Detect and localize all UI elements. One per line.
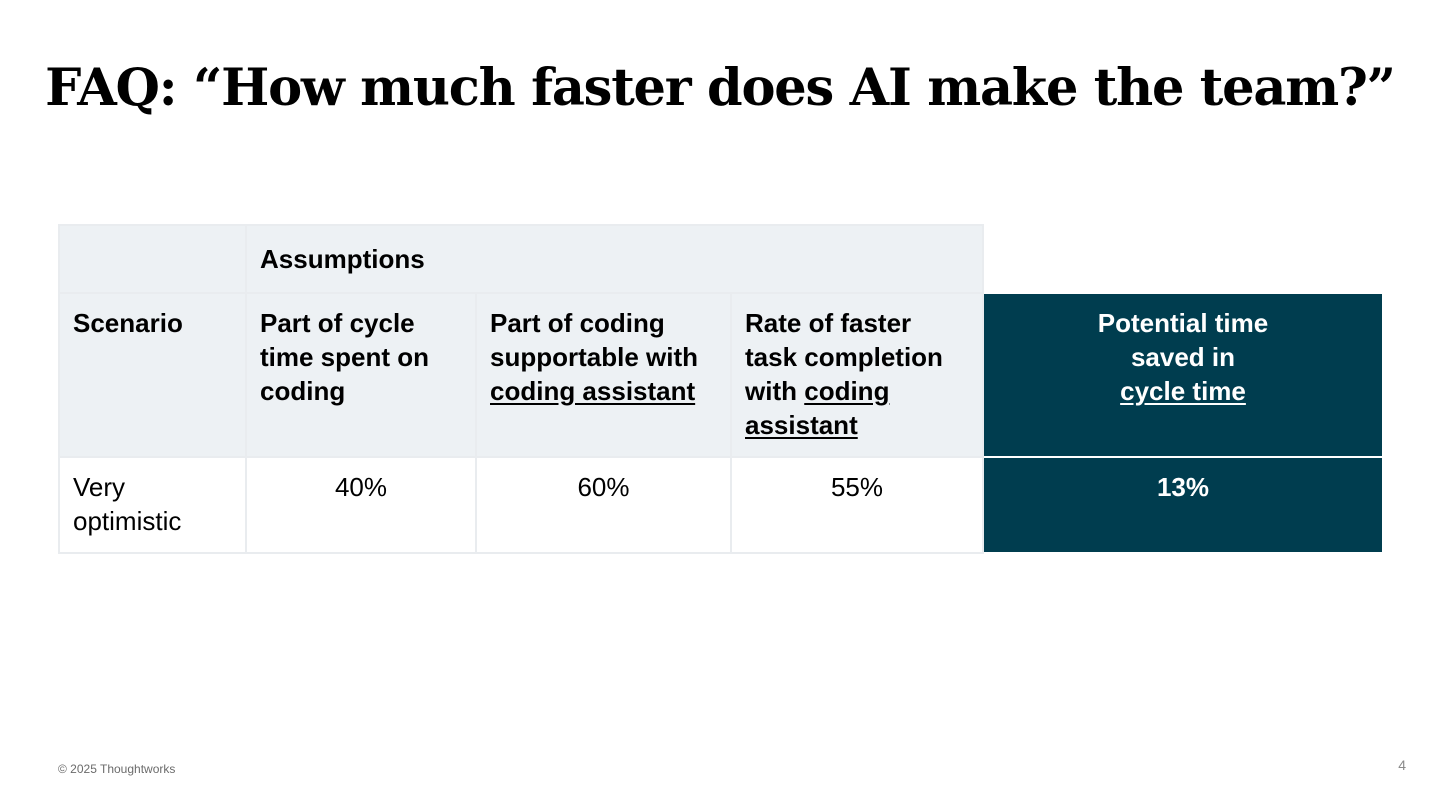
result-header-line-1: Potential time [1097, 308, 1269, 338]
table-group-header-row: Assumptions [58, 224, 1383, 294]
rate-header: Rate of faster task completion with codi… [730, 292, 984, 458]
cycle-time-term: cycle time [1120, 376, 1246, 406]
table-corner-cell [58, 224, 247, 294]
scenario-header: Scenario [58, 292, 247, 458]
result-header: Potential time saved in cycle time [982, 292, 1384, 458]
table-blank-cell [983, 225, 1383, 293]
rate-header-text: Rate of faster task completion with [745, 308, 943, 406]
slide-title: FAQ: “How much faster does AI make the t… [45, 58, 1396, 118]
rate-value: 55% [730, 456, 984, 554]
result-header-line-2: saved in [1130, 342, 1236, 372]
cycle-part-header: Part of cycle time spent on coding [245, 292, 477, 458]
copyright-footer: © 2025 Thoughtworks [58, 762, 176, 776]
coding-part-value: 60% [475, 456, 732, 554]
cycle-part-value: 40% [245, 456, 477, 554]
result-value: 13% [982, 456, 1384, 554]
scenario-value: Very optimistic [58, 456, 247, 554]
table-row: Very optimistic 40% 60% 55% 13% [58, 456, 1384, 554]
table-header-row: Scenario Part of cycle time spent on cod… [58, 292, 1384, 458]
coding-assistant-term: coding assistant [490, 376, 696, 406]
coding-part-header: Part of coding supportable with coding a… [475, 292, 732, 458]
page-number: 4 [1398, 757, 1406, 773]
scenario-table: Assumptions Scenario Part of cycle time … [58, 224, 1384, 554]
coding-part-header-text: Part of coding supportable with [490, 308, 698, 372]
coding-assistant-term-2: coding assistant [745, 376, 890, 440]
assumptions-header: Assumptions [245, 224, 984, 294]
